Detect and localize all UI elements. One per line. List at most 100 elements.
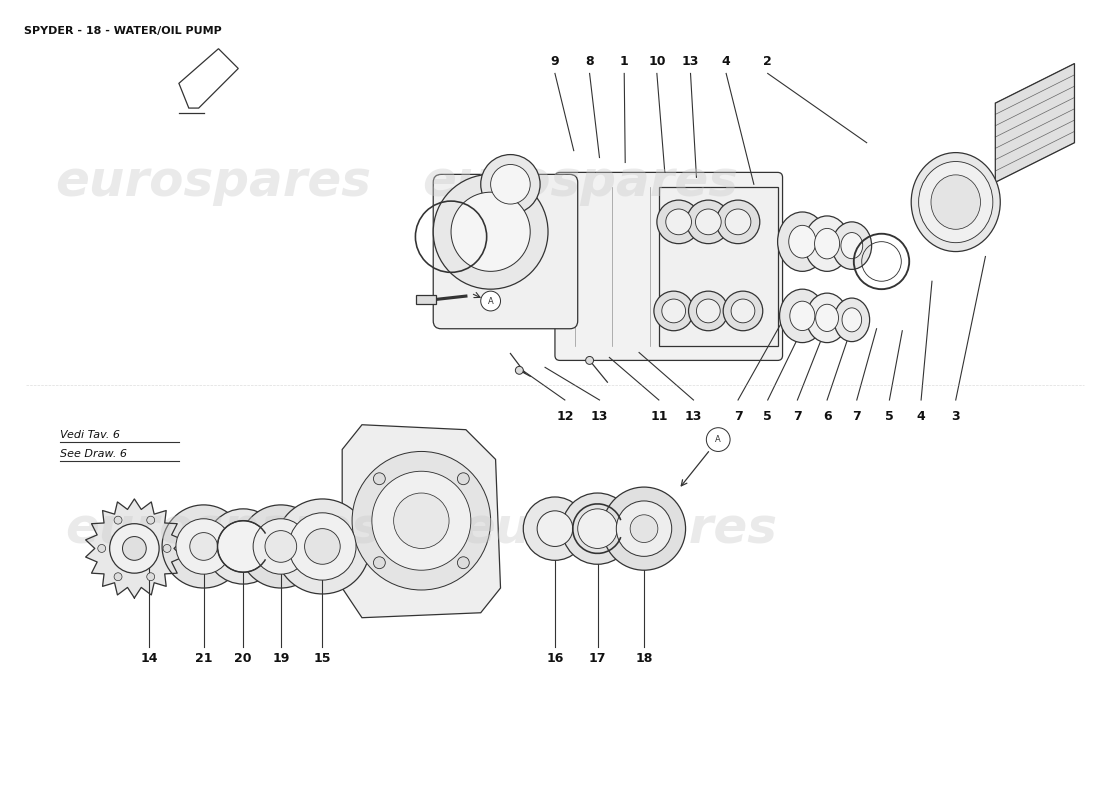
Circle shape <box>176 518 231 574</box>
Ellipse shape <box>816 304 838 331</box>
Circle shape <box>163 545 170 552</box>
Text: 13: 13 <box>685 410 702 423</box>
Circle shape <box>458 557 470 569</box>
Polygon shape <box>86 499 183 598</box>
Circle shape <box>433 174 548 289</box>
Polygon shape <box>996 63 1075 182</box>
Bar <box>659 187 778 346</box>
Circle shape <box>716 200 760 244</box>
Text: 13: 13 <box>591 410 608 423</box>
Circle shape <box>305 529 340 564</box>
Ellipse shape <box>780 289 825 342</box>
Circle shape <box>218 521 270 572</box>
Circle shape <box>686 200 730 244</box>
Text: 11: 11 <box>650 410 668 423</box>
Circle shape <box>689 291 728 330</box>
Circle shape <box>352 451 491 590</box>
Text: 6: 6 <box>823 410 832 423</box>
Circle shape <box>122 537 146 560</box>
Text: SPYDER - 18 - WATER/OIL PUMP: SPYDER - 18 - WATER/OIL PUMP <box>23 26 221 36</box>
Text: 8: 8 <box>585 54 594 67</box>
Ellipse shape <box>804 216 850 271</box>
Text: A: A <box>487 297 494 306</box>
Circle shape <box>481 154 540 214</box>
Text: 7: 7 <box>852 410 861 423</box>
Circle shape <box>695 209 722 234</box>
Ellipse shape <box>834 298 870 342</box>
Circle shape <box>372 471 471 570</box>
Ellipse shape <box>918 162 993 242</box>
Text: 19: 19 <box>272 652 289 666</box>
Circle shape <box>98 545 106 552</box>
Text: 5: 5 <box>886 410 894 423</box>
Text: 18: 18 <box>636 652 652 666</box>
Text: 1: 1 <box>619 54 628 67</box>
Circle shape <box>491 165 530 204</box>
Circle shape <box>190 533 218 560</box>
Text: 21: 21 <box>195 652 212 666</box>
Circle shape <box>662 299 685 323</box>
Text: 4: 4 <box>722 54 730 67</box>
Ellipse shape <box>832 222 871 270</box>
Circle shape <box>146 573 155 581</box>
Circle shape <box>630 514 658 542</box>
Circle shape <box>373 473 385 485</box>
Ellipse shape <box>931 175 980 230</box>
Circle shape <box>696 299 720 323</box>
FancyBboxPatch shape <box>433 174 578 329</box>
Circle shape <box>481 291 500 311</box>
Circle shape <box>562 493 634 564</box>
Text: 12: 12 <box>557 410 573 423</box>
Circle shape <box>162 505 245 588</box>
Circle shape <box>240 505 322 588</box>
Circle shape <box>289 513 356 580</box>
Circle shape <box>114 516 122 524</box>
Text: eurospares: eurospares <box>65 505 382 553</box>
Text: 9: 9 <box>551 54 559 67</box>
Ellipse shape <box>815 229 839 259</box>
Circle shape <box>265 530 297 562</box>
Ellipse shape <box>840 233 862 258</box>
Polygon shape <box>342 425 500 618</box>
Circle shape <box>725 209 751 234</box>
Circle shape <box>653 291 693 330</box>
FancyBboxPatch shape <box>554 172 782 361</box>
Text: 13: 13 <box>682 54 700 67</box>
Text: eurospares: eurospares <box>421 158 738 206</box>
Text: 5: 5 <box>763 410 772 423</box>
Ellipse shape <box>911 153 1000 251</box>
Text: 15: 15 <box>314 652 331 666</box>
Ellipse shape <box>806 293 848 342</box>
Text: A: A <box>715 435 722 444</box>
Circle shape <box>110 524 160 573</box>
Text: 16: 16 <box>547 652 563 666</box>
Circle shape <box>451 192 530 271</box>
Circle shape <box>537 511 573 546</box>
Text: See Draw. 6: See Draw. 6 <box>60 450 128 459</box>
Text: eurospares: eurospares <box>461 505 778 553</box>
Text: 17: 17 <box>588 652 606 666</box>
Circle shape <box>253 518 308 574</box>
Text: Vedi Tav. 6: Vedi Tav. 6 <box>60 430 120 439</box>
Ellipse shape <box>790 301 815 330</box>
Text: 3: 3 <box>952 410 960 423</box>
Ellipse shape <box>789 226 816 258</box>
Text: 20: 20 <box>234 652 252 666</box>
Text: 7: 7 <box>734 410 742 423</box>
Circle shape <box>206 509 280 584</box>
Circle shape <box>666 209 692 234</box>
Text: 14: 14 <box>141 652 158 666</box>
Circle shape <box>146 516 155 524</box>
Circle shape <box>394 493 449 549</box>
Text: 4: 4 <box>916 410 925 423</box>
Circle shape <box>657 200 701 244</box>
Text: 10: 10 <box>648 54 666 67</box>
Text: eurospares: eurospares <box>55 158 372 206</box>
Circle shape <box>114 573 122 581</box>
Circle shape <box>616 501 672 556</box>
Circle shape <box>706 428 730 451</box>
Circle shape <box>458 473 470 485</box>
Circle shape <box>373 557 385 569</box>
Circle shape <box>585 357 594 364</box>
Circle shape <box>732 299 755 323</box>
